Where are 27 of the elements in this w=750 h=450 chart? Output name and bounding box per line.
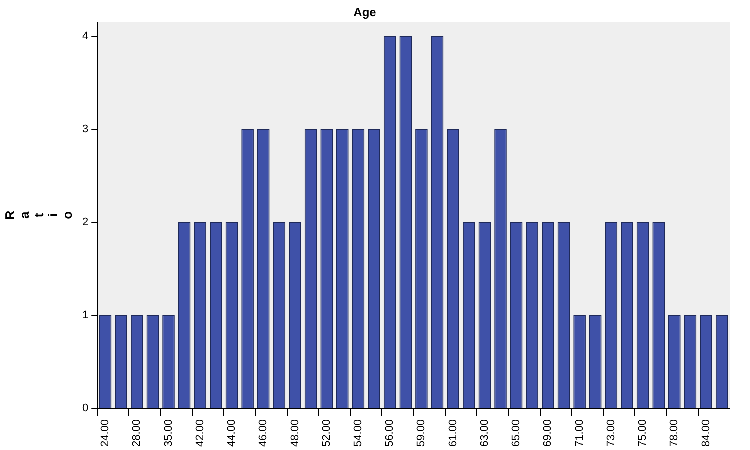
x-tick-label: 71.00 — [574, 419, 586, 448]
x-tick-label: 46.00 — [258, 419, 270, 448]
x-tick-label: 35.00 — [162, 419, 175, 448]
x-tick-label: 78.00 — [668, 419, 681, 448]
x-tick-label: 54.00 — [352, 419, 365, 448]
x-tick-label: 65.00 — [510, 419, 523, 448]
x-tick-label: 48.00 — [289, 419, 302, 448]
y-tick-label: 2 — [82, 216, 89, 228]
y-tick-label: 3 — [82, 123, 89, 136]
x-tick-label: 63.00 — [478, 419, 491, 448]
x-tick-label: 69.00 — [542, 419, 554, 448]
x-tick-label: 52.00 — [320, 419, 333, 448]
y-tick-label: 0 — [82, 402, 89, 415]
x-tick-label: 59.00 — [416, 419, 428, 448]
x-tick-label: 56.00 — [384, 419, 396, 448]
y-axis-title: Ratio — [2, 210, 75, 220]
y-tick-label: 4 — [82, 30, 89, 42]
x-tick-label: 75.00 — [637, 419, 650, 448]
x-tick-label: 61.00 — [447, 419, 460, 448]
x-tick-label: 28.00 — [131, 419, 144, 448]
x-tick-label: 73.00 — [605, 419, 618, 448]
x-tick-label: 42.00 — [194, 419, 206, 448]
x-tick-label: 44.00 — [226, 419, 238, 448]
x-tick-label: 84.00 — [700, 419, 712, 448]
x-tick-label: 24.00 — [100, 419, 112, 448]
chart-title: Age — [354, 6, 377, 20]
y-tick-label: 1 — [82, 309, 89, 322]
